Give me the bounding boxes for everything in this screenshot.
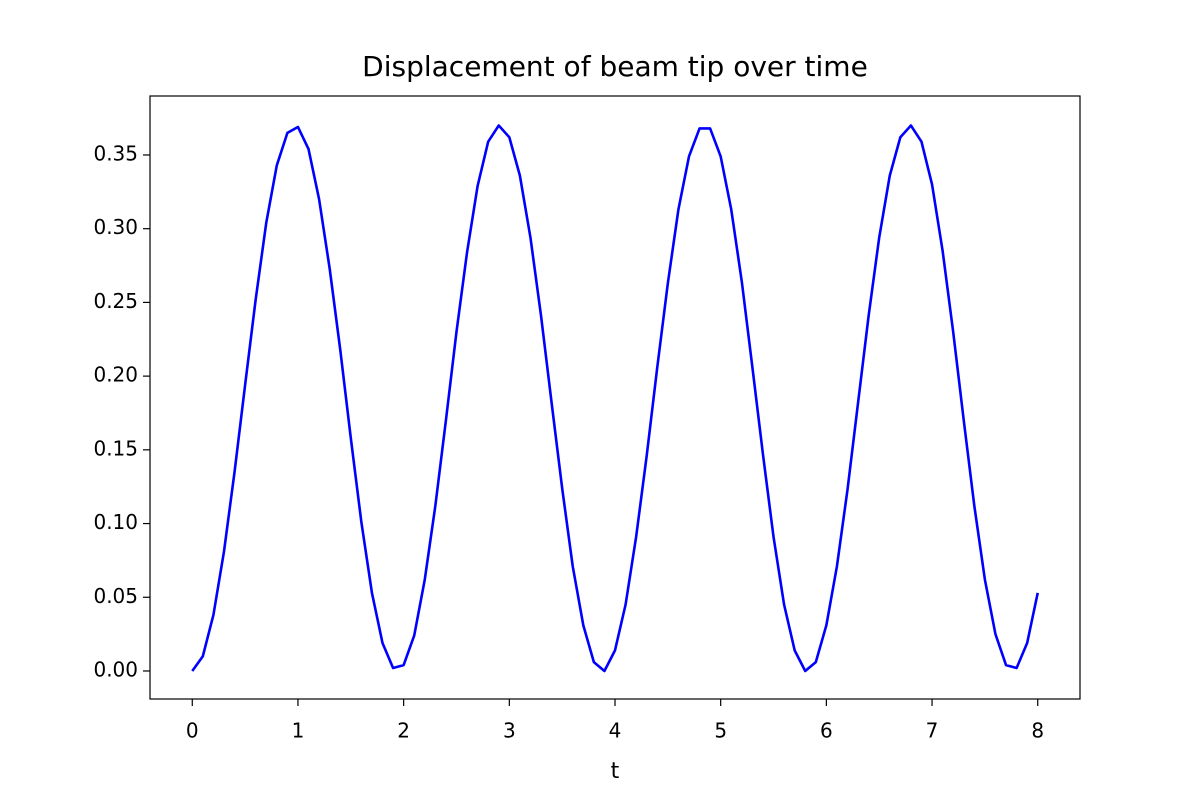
x-tick-label: 2 (397, 719, 410, 743)
chart-title: Displacement of beam tip over time (362, 50, 868, 83)
plot-frame (149, 95, 1081, 700)
x-tick-label: 0 (186, 719, 199, 743)
y-tick-label: 0.35 (93, 141, 138, 165)
y-tick-label: 0.05 (93, 584, 138, 608)
x-tick-label: 8 (1031, 719, 1044, 743)
x-axis-label: t (611, 759, 620, 784)
y-tick-label: 0.00 (93, 657, 138, 681)
x-tick-label: 1 (292, 719, 305, 743)
x-tick-label: 3 (503, 719, 516, 743)
y-tick-label: 0.30 (93, 215, 138, 239)
y-tick-label: 0.20 (93, 363, 138, 387)
x-tick-label: 6 (820, 719, 833, 743)
y-tick-label: 0.15 (93, 436, 138, 460)
y-tick-label: 0.10 (93, 510, 138, 534)
x-tick-label: 5 (714, 719, 727, 743)
data-line (191, 124, 1040, 673)
y-tick-label: 0.25 (93, 289, 138, 313)
x-tick-label: 4 (609, 719, 622, 743)
x-tick-label: 7 (926, 719, 939, 743)
